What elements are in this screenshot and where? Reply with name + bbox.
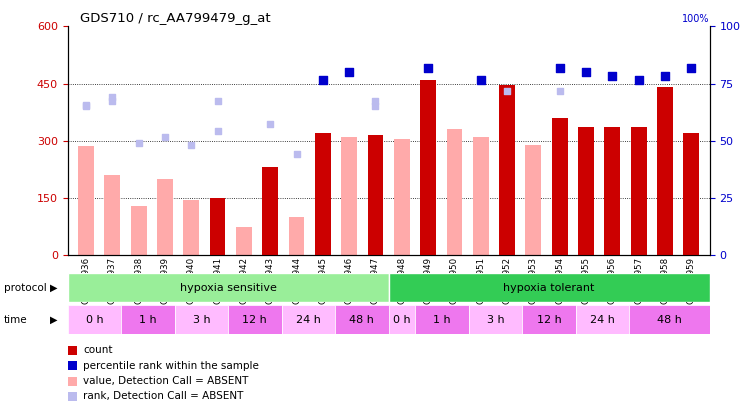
Point: [264, 120, 276, 127]
Text: hypoxia sensitive: hypoxia sensitive: [179, 283, 276, 292]
Bar: [629, 305, 710, 334]
Bar: [415, 305, 469, 334]
Point: [212, 128, 224, 134]
Point: [553, 88, 566, 94]
Text: protocol: protocol: [4, 283, 47, 292]
Text: 0 h: 0 h: [394, 315, 411, 324]
Text: 24 h: 24 h: [296, 315, 321, 324]
Point: [317, 77, 329, 83]
Text: 24 h: 24 h: [590, 315, 615, 324]
Point: [369, 98, 382, 104]
Bar: [262, 167, 278, 255]
Bar: [157, 179, 173, 255]
Text: ▶: ▶: [50, 283, 58, 292]
Bar: [68, 273, 389, 302]
Bar: [121, 305, 174, 334]
Bar: [576, 305, 629, 334]
Bar: [315, 133, 330, 255]
Bar: [236, 226, 252, 255]
Bar: [78, 147, 94, 255]
Bar: [526, 145, 541, 255]
Point: [159, 134, 171, 140]
Point: [606, 72, 618, 79]
Point: [80, 103, 92, 110]
Bar: [447, 129, 463, 255]
Bar: [341, 137, 357, 255]
Text: hypoxia tolerant: hypoxia tolerant: [503, 283, 595, 292]
Point: [212, 98, 224, 104]
Bar: [389, 273, 710, 302]
Text: time: time: [4, 315, 27, 324]
Bar: [367, 135, 383, 255]
Bar: [499, 85, 515, 255]
Text: rank, Detection Call = ABSENT: rank, Detection Call = ABSENT: [83, 392, 244, 401]
Bar: [104, 175, 120, 255]
Bar: [578, 128, 594, 255]
Text: GDS710 / rc_AA799479_g_at: GDS710 / rc_AA799479_g_at: [80, 12, 271, 25]
Bar: [657, 87, 673, 255]
Text: ▶: ▶: [50, 315, 58, 324]
Text: 1 h: 1 h: [139, 315, 157, 324]
Point: [107, 94, 119, 100]
Point: [632, 77, 644, 83]
Text: 0 h: 0 h: [86, 315, 103, 324]
Bar: [282, 305, 335, 334]
Text: 48 h: 48 h: [349, 315, 374, 324]
Bar: [389, 305, 415, 334]
Point: [580, 69, 592, 75]
Bar: [174, 305, 228, 334]
Bar: [335, 305, 389, 334]
Point: [501, 88, 513, 94]
Point: [133, 139, 145, 146]
Bar: [473, 137, 489, 255]
Text: 3 h: 3 h: [192, 315, 210, 324]
Bar: [183, 200, 199, 255]
Bar: [288, 217, 304, 255]
Bar: [605, 128, 620, 255]
Bar: [631, 128, 647, 255]
Text: 12 h: 12 h: [243, 315, 267, 324]
Point: [185, 141, 198, 148]
Point: [369, 103, 382, 110]
Point: [422, 65, 434, 72]
Point: [685, 65, 697, 72]
Bar: [68, 305, 121, 334]
Bar: [469, 305, 523, 334]
Text: count: count: [83, 345, 113, 355]
Text: 12 h: 12 h: [537, 315, 562, 324]
Text: 1 h: 1 h: [433, 315, 451, 324]
Text: value, Detection Call = ABSENT: value, Detection Call = ABSENT: [83, 376, 249, 386]
Bar: [210, 198, 225, 255]
Text: 48 h: 48 h: [657, 315, 682, 324]
Point: [80, 101, 92, 108]
Bar: [421, 80, 436, 255]
Point: [107, 98, 119, 104]
Point: [475, 77, 487, 83]
Bar: [394, 139, 410, 255]
Text: 3 h: 3 h: [487, 315, 505, 324]
Point: [291, 151, 303, 157]
Bar: [131, 206, 146, 255]
Text: 100%: 100%: [682, 14, 710, 24]
Point: [343, 69, 355, 75]
Bar: [228, 305, 282, 334]
Point: [553, 65, 566, 72]
Text: percentile rank within the sample: percentile rank within the sample: [83, 361, 259, 371]
Bar: [523, 305, 576, 334]
Bar: [552, 118, 568, 255]
Point: [659, 72, 671, 79]
Bar: [683, 133, 699, 255]
